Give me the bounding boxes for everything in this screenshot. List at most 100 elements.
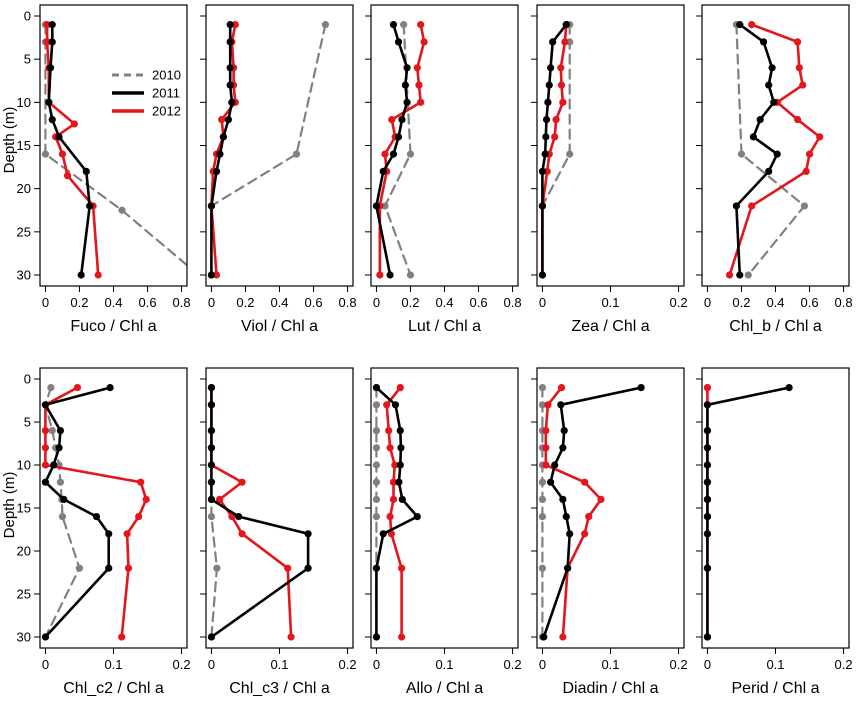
- series-2011: [372, 384, 421, 641]
- data-point-2010: [566, 150, 574, 158]
- data-point-2012: [748, 21, 756, 29]
- data-point-2010: [372, 461, 381, 469]
- data-point-2010: [48, 427, 56, 435]
- series-line-2012: [378, 23, 426, 277]
- series-line-2012: [728, 23, 822, 277]
- x-tick-label: 0.4: [270, 295, 288, 310]
- data-point-2011: [396, 461, 404, 469]
- data-point-2011: [55, 133, 63, 141]
- x-tick-label: 0.2: [173, 657, 191, 672]
- data-point-2011: [703, 401, 712, 409]
- x-tick-label: 0.4: [766, 295, 784, 310]
- data-point-2011: [413, 513, 421, 521]
- data-point-2011: [60, 495, 68, 503]
- x-tick-label: 0.2: [401, 295, 419, 310]
- data-point-2011: [545, 81, 553, 89]
- data-point-2012: [43, 38, 51, 46]
- data-point-2010: [207, 513, 216, 521]
- data-point-2011: [372, 384, 381, 392]
- data-point-2011: [207, 271, 216, 279]
- data-point-2012: [396, 384, 404, 392]
- series-2010: [538, 384, 547, 641]
- data-point-2011: [56, 427, 65, 435]
- data-point-2011: [212, 167, 221, 175]
- data-point-2010: [538, 564, 547, 572]
- x-tick-label: 0.2: [732, 295, 750, 310]
- data-point-2010: [372, 513, 381, 521]
- panel-grid: 0 5 10 15 20 25 30 0 0.2 0.4 0.6 0.8 Fuco / Chl a 0 0.…: [17, 4, 853, 697]
- series-line-2011: [44, 386, 112, 639]
- x-tick-label: 0: [208, 295, 215, 310]
- data-point-2012: [551, 133, 559, 141]
- data-point-2011: [549, 38, 557, 46]
- data-point-2011: [219, 133, 227, 141]
- panel-frame: [536, 4, 685, 287]
- x-axis-label: Perid / Chl a: [731, 680, 819, 697]
- series-2012: [41, 384, 150, 641]
- data-point-2012: [581, 478, 589, 486]
- data-point-2011: [391, 401, 400, 409]
- data-point-2012: [417, 21, 425, 29]
- data-point-2010: [744, 271, 752, 279]
- data-point-2012: [43, 21, 51, 29]
- series-2010: [207, 384, 221, 641]
- data-point-2011: [48, 38, 56, 46]
- data-point-2012: [386, 444, 394, 452]
- data-point-2011: [562, 21, 570, 29]
- data-point-2011: [207, 401, 216, 409]
- data-point-2012: [748, 202, 756, 210]
- data-point-2011: [41, 401, 50, 409]
- x-tick-label: 0.4: [104, 295, 122, 310]
- y-tick-label: 15: [17, 501, 31, 516]
- data-point-2012: [124, 564, 133, 572]
- data-point-2010: [538, 495, 547, 503]
- panel-chl-c3: 0 0.1 0.2 Chl_c3 / Chl a: [200, 367, 357, 697]
- data-point-2011: [226, 81, 234, 89]
- data-point-2011: [538, 271, 547, 279]
- data-point-2010: [406, 150, 415, 158]
- x-tick-label: 0: [42, 657, 49, 672]
- x-tick-label: 0: [539, 657, 546, 672]
- data-point-2010: [372, 427, 381, 435]
- series-2011: [732, 21, 781, 279]
- data-point-2011: [703, 564, 712, 572]
- y-tick-label: 25: [17, 224, 31, 239]
- panel-frame: [205, 4, 354, 287]
- x-tick-label: 0.1: [601, 657, 619, 672]
- data-point-2011: [736, 271, 744, 279]
- x-tick-label: 0.6: [469, 295, 487, 310]
- data-point-2012: [559, 98, 567, 106]
- data-point-2012: [73, 384, 82, 392]
- data-point-2011: [538, 167, 547, 175]
- data-point-2012: [703, 384, 712, 392]
- x-tick-label: 0: [373, 295, 380, 310]
- data-point-2011: [759, 38, 768, 46]
- data-point-2011: [207, 461, 216, 469]
- data-point-2011: [703, 461, 712, 469]
- data-point-2010: [292, 150, 301, 158]
- data-point-2012: [413, 64, 421, 72]
- x-tick-label: 0: [704, 295, 711, 310]
- data-point-2010: [118, 206, 126, 214]
- series-2010: [538, 21, 574, 279]
- data-point-2011: [765, 81, 773, 89]
- panel-perid: 0 0.1 0.2 Perid / Chl a: [696, 367, 853, 697]
- series-line-2012: [210, 386, 293, 639]
- data-point-2010: [400, 21, 408, 29]
- panel-diadin: 0 0.1 0.2 Diadin / Chl a: [531, 367, 688, 697]
- data-point-2011: [540, 633, 548, 641]
- x-axis-label: Lut / Chl a: [408, 318, 481, 335]
- data-point-2012: [559, 633, 567, 641]
- x-tick-label: 0.6: [304, 295, 322, 310]
- data-point-2012: [41, 461, 50, 469]
- data-point-2012: [287, 633, 295, 641]
- x-axis-label: Chl_c3 / Chl a: [229, 680, 330, 697]
- data-point-2012: [542, 444, 550, 452]
- x-tick-label: 0.8: [173, 295, 191, 310]
- data-point-2012: [391, 461, 399, 469]
- data-point-2012: [216, 495, 224, 503]
- data-point-2012: [218, 116, 226, 124]
- x-axis-label: Allo / Chl a: [406, 680, 483, 697]
- series-line-2010: [44, 386, 81, 639]
- data-point-2012: [212, 271, 221, 279]
